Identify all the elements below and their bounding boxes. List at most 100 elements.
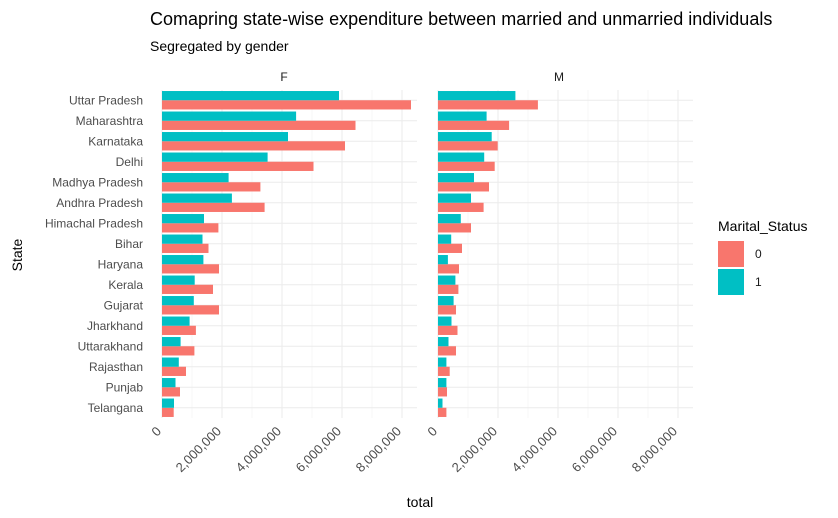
bar-M-status-1 [438, 316, 452, 326]
bar-F-status-1 [162, 316, 190, 326]
bar-M-status-0 [438, 120, 510, 130]
bar-F-status-0 [162, 346, 195, 356]
legend-title: Marital_Status [718, 218, 807, 234]
bar-M-status-1 [438, 111, 487, 121]
bar-M-status-0 [438, 182, 489, 192]
y-axis-title: State [9, 238, 25, 271]
bar-F-status-0 [162, 407, 174, 417]
chart-subtitle: Segregated by gender [150, 38, 289, 54]
facet-panel-M: M 0 2,000,000 4,000,000 6,000,000 8,000,000 [424, 70, 693, 475]
y-tick-label: Punjab [106, 380, 144, 394]
bar-M-status-0 [438, 141, 498, 151]
y-tick-label: Maharashtra [76, 114, 144, 128]
bar-M-status-1 [438, 275, 456, 285]
bar-F-status-0 [162, 223, 219, 233]
y-tick-label: Kerala [108, 278, 143, 292]
x-tick-label: 8,000,000 [353, 424, 405, 476]
bar-M-status-0 [438, 202, 484, 212]
bar-F-status-1 [162, 111, 297, 121]
bar-F-status-0 [162, 161, 314, 171]
x-tick-label: 4,000,000 [509, 424, 561, 476]
bar-F-status-1 [162, 337, 181, 347]
bar-F-status-1 [162, 255, 204, 265]
y-axis-tick-labels: Uttar Pradesh Maharashtra Karnataka Delhi Ma… [45, 93, 144, 415]
bar-F-status-1 [162, 91, 339, 101]
x-tick-label: 2,000,000 [173, 424, 225, 476]
x-axis-title: total [407, 494, 433, 510]
legend-label-1: 1 [755, 275, 762, 289]
bar-F-status-1 [162, 214, 204, 224]
chart-title: Comapring state-wise expenditure between… [150, 9, 772, 29]
bar-F-status-1 [162, 193, 232, 203]
y-tick-label: Jharkhand [87, 319, 143, 333]
bar-F-status-1 [162, 275, 195, 285]
bar-F-status-1 [162, 378, 176, 388]
bar-F-status-0 [162, 202, 265, 212]
y-tick-label: Telangana [88, 401, 144, 415]
bar-M-status-1 [438, 193, 471, 203]
x-tick-label: 2,000,000 [449, 424, 501, 476]
y-tick-label: Delhi [116, 155, 143, 169]
bar-F-status-1 [162, 132, 288, 142]
legend-label-0: 0 [755, 247, 762, 261]
bar-M-status-1 [438, 296, 454, 306]
x-tick-label: 0 [424, 424, 440, 440]
bar-M-status-1 [438, 255, 448, 265]
bar-M-status-0 [438, 284, 459, 294]
x-tick-label: 4,000,000 [233, 424, 285, 476]
bar-M-status-1 [438, 152, 485, 162]
bar-F-status-0 [162, 284, 213, 294]
facet-strip-label: M [554, 70, 564, 84]
x-tick-label: 6,000,000 [293, 424, 345, 476]
bar-M-status-0 [438, 305, 456, 315]
y-tick-label: Andhra Pradesh [56, 196, 143, 210]
x-tick-label: 6,000,000 [569, 424, 621, 476]
y-tick-label: Himachal Pradesh [45, 216, 143, 230]
bar-F-status-0 [162, 305, 219, 315]
bar-F-status-0 [162, 387, 180, 397]
bar-M-status-0 [438, 325, 458, 335]
y-tick-label: Uttar Pradesh [69, 93, 143, 107]
y-tick-label: Madhya Pradesh [52, 175, 143, 189]
bar-F-status-1 [162, 296, 194, 306]
y-tick-label: Rajasthan [89, 360, 143, 374]
bar-M-status-0 [438, 243, 462, 253]
bar-M-status-1 [438, 378, 447, 388]
bar-M-status-1 [438, 132, 492, 142]
legend-key-1 [718, 269, 744, 295]
bar-M-status-1 [438, 234, 452, 244]
bar-F-status-0 [162, 120, 356, 130]
bar-M-status-0 [438, 264, 459, 274]
bar-M-status-0 [438, 407, 447, 417]
bar-F-status-1 [162, 357, 179, 367]
y-tick-label: Haryana [98, 257, 144, 271]
bar-F-status-1 [162, 398, 174, 408]
bar-F-status-0 [162, 100, 411, 110]
bar-F-status-0 [162, 325, 196, 335]
facet-panels: F0 2,000,000 4,000,000 6,000,000 8,000,000 M 0… [148, 70, 693, 475]
bar-M-status-0 [438, 100, 538, 110]
y-tick-label: Gujarat [104, 298, 144, 312]
bar-M-status-1 [438, 91, 516, 101]
legend-key-0 [718, 241, 744, 267]
bar-F-status-0 [162, 264, 219, 274]
x-tick-label: 8,000,000 [629, 424, 681, 476]
bar-M-status-1 [438, 173, 474, 183]
bar-F-status-0 [162, 141, 345, 151]
bar-F-status-0 [162, 366, 186, 376]
y-tick-label: Bihar [115, 237, 143, 251]
y-tick-label: Uttarakhand [78, 339, 143, 353]
bar-M-status-1 [438, 214, 461, 224]
facet-panel-F: F 0 2,000,000 4,000,000 6,000,000 8,000,000 [148, 70, 417, 475]
bar-F-status-1 [162, 152, 268, 162]
bar-F-status-0 [162, 243, 209, 253]
bar-M-status-0 [438, 346, 456, 356]
bar-F-status-0 [162, 182, 261, 192]
bar-M-status-0 [438, 366, 450, 376]
bar-M-status-0 [438, 161, 495, 171]
bar-F-status-1 [162, 234, 203, 244]
bar-M-status-1 [438, 357, 447, 367]
bar-F-status-1 [162, 173, 229, 183]
bar-M-status-0 [438, 223, 471, 233]
